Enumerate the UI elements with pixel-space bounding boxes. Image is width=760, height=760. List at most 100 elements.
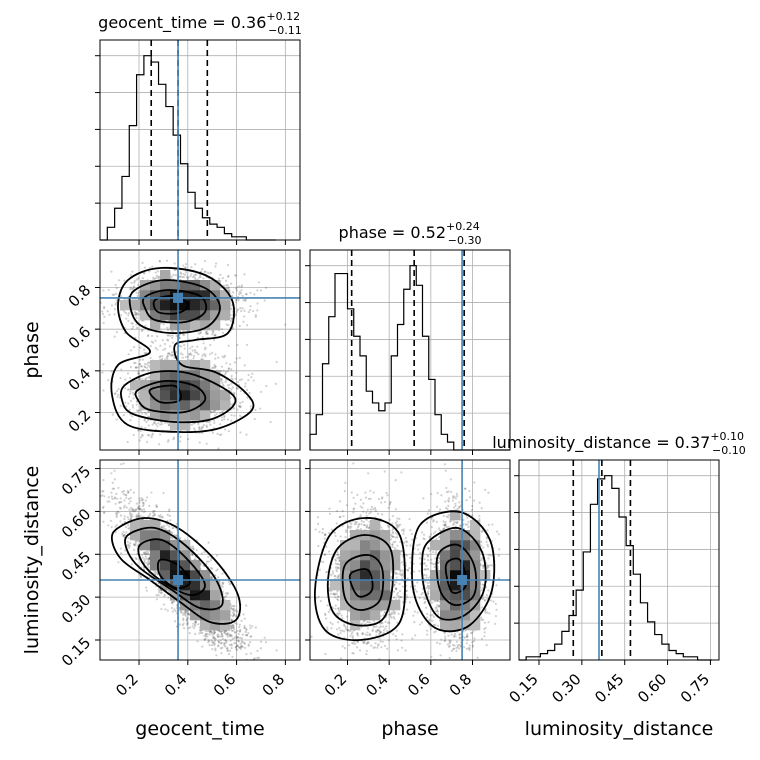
sample-point [102,307,106,310]
sample-point [114,303,117,306]
sample-point [196,345,199,348]
sample-point [265,384,268,388]
sample-point [173,262,176,265]
sample-point [169,354,172,357]
sample-point [172,438,175,441]
truth-marker [173,292,184,303]
sample-point [202,342,205,345]
sample-point [162,348,165,351]
sample-point [161,355,164,358]
sample-point [253,417,256,421]
sample-point [219,423,222,426]
sample-point [184,273,187,276]
sample-point [213,414,216,417]
sample-point [244,633,247,637]
sample-point [144,324,147,327]
sample-point [123,279,126,282]
sample-point [231,378,234,381]
sample-point [146,363,149,366]
sample-point [152,341,155,344]
sample-point [122,531,125,534]
axes-frame [309,249,511,451]
sample-point [256,289,259,292]
sample-point [132,397,135,400]
sample-point [182,613,185,616]
sample-point [234,274,238,277]
sample-point [137,506,140,509]
sample-point [220,378,223,381]
sample-point [201,632,204,635]
sample-point [241,294,244,298]
sample-point [119,404,122,407]
sample-point [141,277,144,280]
sample-point [156,348,159,351]
sample-point [114,392,117,395]
sample-point [127,523,130,527]
density-cell [170,360,181,371]
sample-point [222,369,225,373]
sample-point [193,348,197,352]
sample-point [159,514,162,517]
sample-point [138,377,142,380]
sample-point [218,411,222,414]
density-cell [170,410,181,421]
sample-point [213,419,216,422]
sample-point [102,363,105,366]
sample-point [212,329,215,333]
sample-point [132,325,135,328]
sample-point [140,425,143,429]
sample-point [217,277,221,280]
sample-point [108,500,111,503]
sample-point [163,421,167,424]
sample-point [240,645,243,648]
sample-point [204,270,207,273]
sample-point [167,423,170,427]
sample-point [135,313,138,316]
sample-point [200,357,203,360]
sample-point [247,310,250,314]
density-cell [200,370,211,381]
sample-point [234,377,237,380]
density-cell [190,410,201,421]
sample-point [132,433,135,437]
sample-point [156,270,159,273]
sample-point [130,281,133,284]
sample-point [126,372,130,375]
sample-point [115,524,118,527]
sample-point [147,424,150,427]
sample-point [223,415,226,419]
sample-point [230,413,233,417]
sample-point [147,415,150,418]
sample-point [115,302,118,305]
sample-point [235,609,238,612]
sample-point [159,433,162,436]
sample-point [141,433,144,437]
sample-point [204,331,208,334]
sample-point [138,377,141,380]
density-cell [190,310,201,321]
sample-point [138,291,141,294]
sample-point [123,499,126,502]
sample-point [126,440,129,444]
density-cell [170,310,181,321]
sample-point [141,261,144,264]
density-cell [150,390,161,401]
sample-point [137,392,140,395]
sample-point [137,372,140,375]
density-cell [170,280,181,291]
sample-point [209,343,212,347]
sample-point [158,260,161,263]
sample-point [171,353,174,356]
sample-point [206,332,209,335]
sample-point [210,632,213,635]
sample-point [249,305,252,308]
sample-point [201,336,204,339]
density-cell [190,360,201,371]
density-cell [200,320,211,331]
sample-point [155,276,158,280]
contour-line [120,370,237,424]
sample-point [174,274,177,277]
sample-point [131,391,134,394]
sample-point [145,421,148,424]
sample-point [233,274,237,277]
